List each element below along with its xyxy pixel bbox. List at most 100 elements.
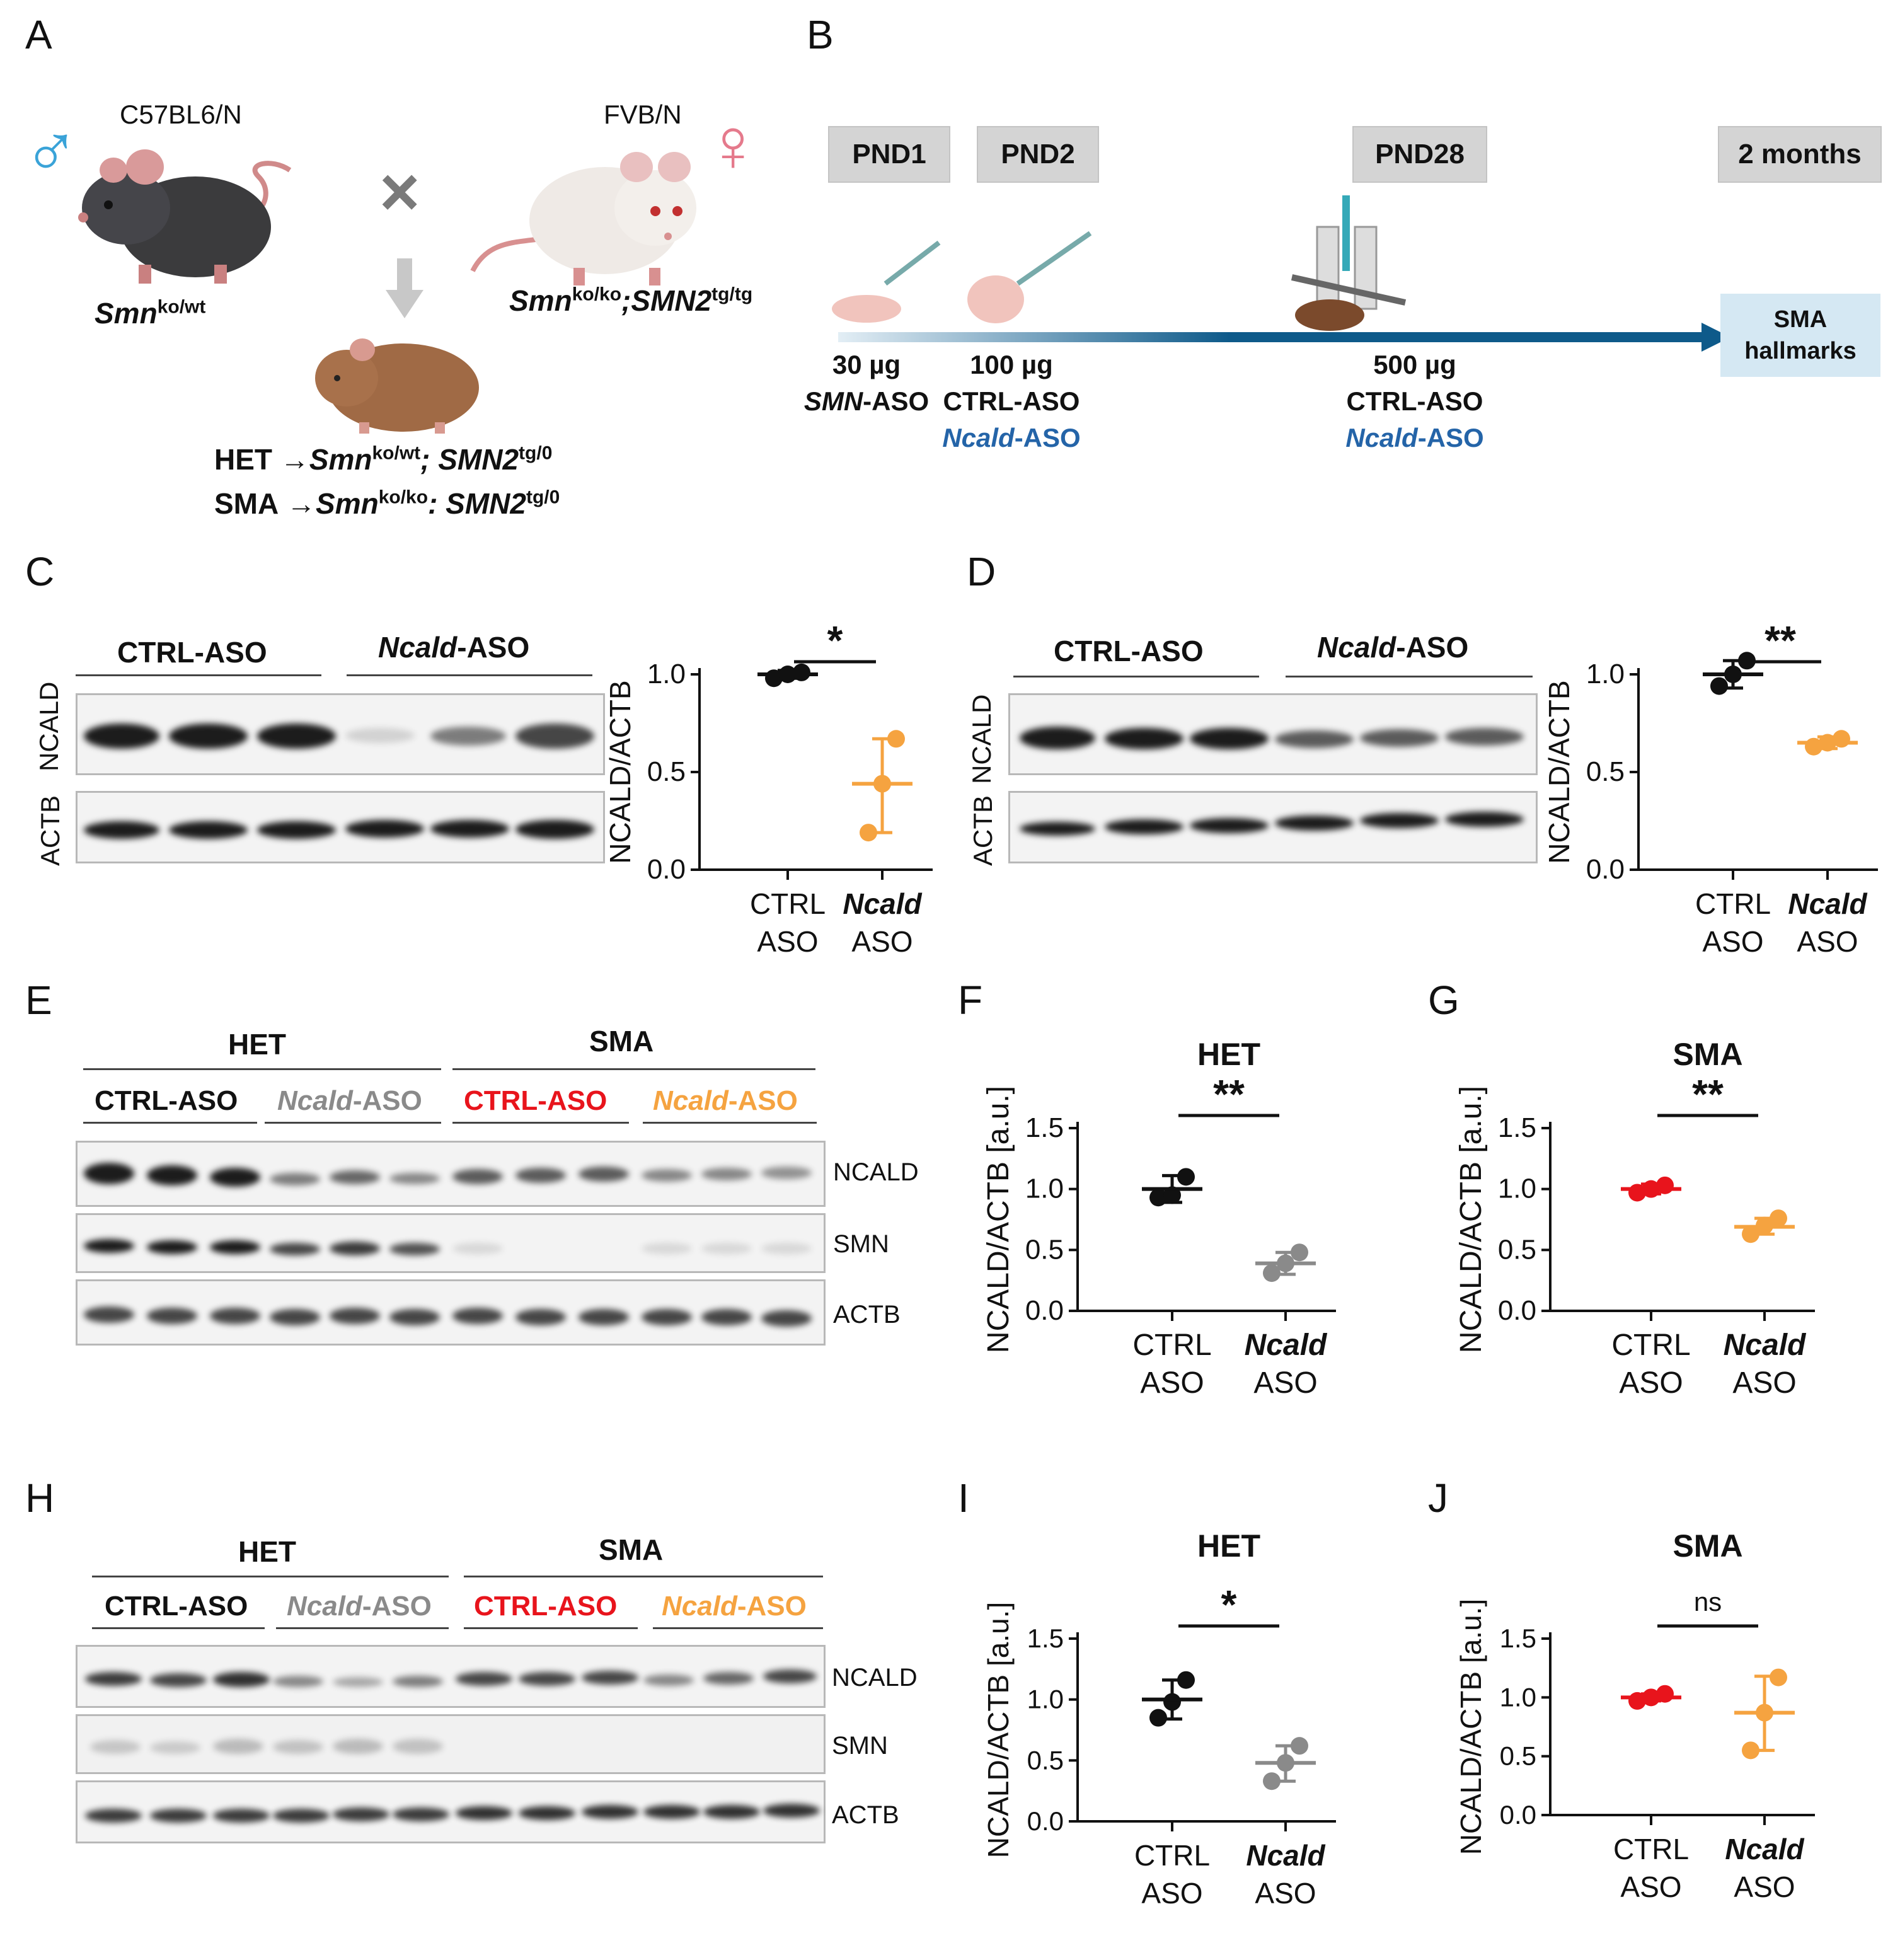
data-point xyxy=(1656,1685,1674,1703)
data-point xyxy=(1149,1189,1167,1207)
y-tick-label: 0.0 xyxy=(1586,854,1625,885)
male-symbol: ♂ xyxy=(23,109,79,193)
data-point xyxy=(1163,1693,1181,1711)
blot-h-g1-line xyxy=(92,1627,265,1629)
panel-label-e: E xyxy=(25,977,52,1023)
data-point xyxy=(1710,677,1728,695)
blot-h-ncald xyxy=(76,1645,826,1708)
x-category-label: ASO xyxy=(1255,1877,1316,1910)
blot-h-actb xyxy=(76,1780,826,1843)
panel-label-g: G xyxy=(1428,977,1460,1023)
data-point xyxy=(1742,1225,1759,1243)
blot-h-g2-line xyxy=(276,1627,449,1629)
panel-label-h: H xyxy=(25,1475,55,1521)
blot-e-g1-line xyxy=(83,1122,257,1124)
male-genotype: Smnko/wt xyxy=(95,296,206,330)
female-genotype: Smnko/ko;SMN2tg/tg xyxy=(509,284,753,317)
blot-e-label-ncald: NCALD xyxy=(833,1158,919,1186)
x-category-label: Ncald xyxy=(843,887,922,920)
data-point xyxy=(1177,1168,1195,1186)
x-category-label: ASO xyxy=(1620,1871,1681,1903)
brown-pup-illustration xyxy=(315,338,479,434)
y-tick-label: 1.0 xyxy=(1498,1173,1536,1204)
blot-e-smn xyxy=(76,1213,826,1273)
blot-c-ncald-bracket xyxy=(347,674,592,676)
y-tick-label: 0.0 xyxy=(1498,1295,1536,1326)
chart-j-sma: 0.0 0.5 1.0 1.5 CTRL ASO Ncald ASO NCALD/ACTB [a… xyxy=(1454,1528,1815,1903)
blot-h-g4: Ncald-ASO xyxy=(662,1591,807,1622)
data-point xyxy=(1770,1668,1787,1686)
blot-d-row-ncald: NCALD xyxy=(967,694,996,784)
blot-e-sma-bracket xyxy=(452,1068,815,1070)
x-category-label: ASO xyxy=(1734,1871,1795,1903)
significance-marker: ** xyxy=(1692,1071,1724,1117)
blot-h-g1: CTRL-ASO xyxy=(105,1591,248,1622)
timeline-arrowhead-icon xyxy=(1701,323,1730,352)
x-category-label: CTRL xyxy=(1134,1839,1210,1872)
blot-c-ctrl-bracket xyxy=(76,674,321,676)
significance-marker: ns xyxy=(1694,1587,1722,1617)
y-tick-label: 0.0 xyxy=(1027,1806,1064,1836)
blot-e-g3-line xyxy=(452,1122,629,1124)
y-axis-label: NCALD/ACTB xyxy=(605,680,636,863)
chart-g-sma: 0.0 0.5 1.0 1.5 CTRL ASO Ncald ASO NCALD/ACTB [a… xyxy=(1454,1037,1815,1400)
y-axis-label: NCALD/ACTB [a.u.] xyxy=(982,1602,1015,1858)
data-point xyxy=(860,824,877,842)
chart-f-het: 0.0 0.5 1.0 1.5 CTRL ASO Ncald ASO NCALD/ACTB [a… xyxy=(982,1037,1336,1400)
x-category-label: CTRL xyxy=(750,887,826,920)
hallmarks-line-2: hallmarks xyxy=(1744,338,1857,364)
data-point xyxy=(1149,1709,1167,1727)
y-tick-label: 0.5 xyxy=(1586,756,1625,787)
y-axis-label: NCALD/ACTB [a.u.] xyxy=(1454,1599,1487,1855)
timepoint-pnd2: PND2 xyxy=(977,126,1099,183)
significance-marker: ** xyxy=(1213,1071,1245,1117)
female-strain: FVB/N xyxy=(604,100,682,129)
chart-title: HET xyxy=(1197,1528,1260,1564)
blot-h-g2: Ncald-ASO xyxy=(287,1591,432,1622)
y-tick-label: 1.0 xyxy=(1027,1685,1064,1714)
data-point xyxy=(1656,1176,1674,1194)
blot-c-group-ncald: Ncald-ASO xyxy=(378,631,530,664)
data-point xyxy=(1738,652,1756,670)
chart-i-het: 0.0 0.5 1.0 1.5 CTRL ASO Ncald ASO NCALD/ACTB [a… xyxy=(982,1528,1336,1910)
blot-h-g3-line xyxy=(464,1627,638,1629)
y-tick-label: 1.5 xyxy=(1025,1112,1064,1143)
data-point xyxy=(1742,1741,1759,1760)
blot-c-group-ctrl: CTRL-ASO xyxy=(117,636,267,669)
panel-label-a: A xyxy=(25,12,52,57)
y-tick-label: 1.5 xyxy=(1027,1623,1064,1653)
x-category-label: CTRL xyxy=(1613,1833,1689,1865)
y-tick-label: 0.5 xyxy=(647,756,686,787)
data-point xyxy=(1263,1772,1281,1790)
blot-h-het: HET xyxy=(238,1535,296,1568)
y-tick-label: 0.0 xyxy=(647,854,686,885)
y-tick-label: 1.0 xyxy=(647,659,686,689)
male-strain: C57BL6/N xyxy=(120,100,242,129)
blot-c-actb xyxy=(76,791,605,863)
x-category-label: ASO xyxy=(1702,925,1763,958)
blot-h-label-smn: SMN xyxy=(832,1732,888,1760)
y-tick-label: 0.5 xyxy=(1500,1741,1536,1771)
significance-marker: * xyxy=(1221,1582,1237,1627)
blot-e-actb xyxy=(76,1279,826,1346)
blot-h-smn xyxy=(76,1714,826,1774)
injection-illustrations xyxy=(832,195,1407,331)
y-tick-label: 0.5 xyxy=(1025,1234,1064,1265)
blot-e-g3: CTRL-ASO xyxy=(464,1085,607,1116)
blot-d-ncald xyxy=(1008,693,1538,775)
blot-h-sma-bracket xyxy=(464,1576,823,1577)
blot-e-label-actb: ACTB xyxy=(833,1301,901,1329)
blot-e-g4: Ncald-ASO xyxy=(653,1085,798,1116)
y-axis-label: NCALD/ACTB xyxy=(1544,680,1575,863)
blot-h-sma: SMA xyxy=(599,1533,664,1566)
female-symbol: ♀ xyxy=(705,103,761,187)
blot-e-label-smn: SMN xyxy=(833,1230,889,1258)
x-category-label: CTRL xyxy=(1611,1329,1690,1362)
blot-e-ncald xyxy=(76,1141,826,1207)
x-category-label: Ncald xyxy=(1246,1839,1325,1872)
significance-marker: * xyxy=(827,618,843,663)
sma-hallmarks-box: SMA hallmarks xyxy=(1720,294,1880,377)
y-tick-label: 0.0 xyxy=(1500,1800,1536,1830)
panel-label-b: B xyxy=(807,12,834,57)
panel-label-f: F xyxy=(958,977,983,1023)
